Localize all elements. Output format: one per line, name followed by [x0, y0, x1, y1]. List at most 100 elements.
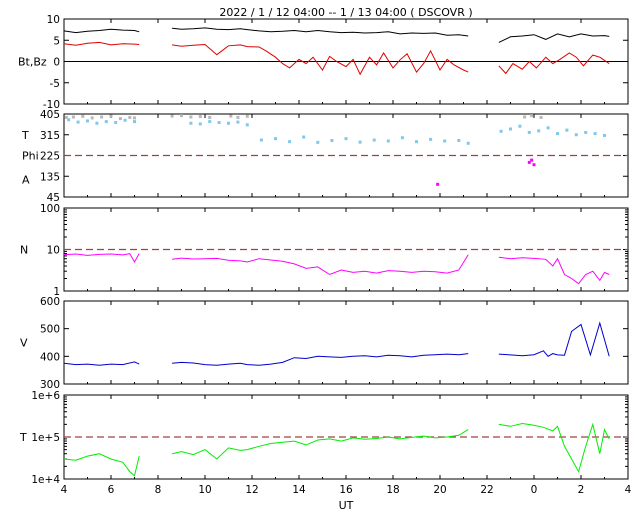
- y-axis-label: N: [20, 244, 28, 257]
- y-tick-label: 225: [40, 151, 60, 163]
- data-point-phi: [64, 115, 68, 119]
- data-point-t: [466, 141, 470, 145]
- data-point-phi: [81, 114, 85, 118]
- y-tick-label: 10: [47, 245, 60, 257]
- data-point-a: [527, 160, 531, 164]
- panel-density: 100 10 1 N: [20, 203, 629, 298]
- data-point-t: [227, 121, 230, 125]
- data-point-phi: [236, 115, 240, 119]
- x-tick-label: 18: [386, 484, 399, 496]
- x-tick-label: 4: [625, 484, 632, 496]
- data-point-t: [537, 129, 541, 133]
- data-point-t: [67, 118, 71, 122]
- y-tick-label: 315: [40, 130, 60, 142]
- series-line-n: [172, 254, 469, 276]
- data-point-phi: [128, 115, 132, 119]
- data-point-phi: [118, 117, 122, 121]
- x-tick-label: 2: [578, 484, 585, 496]
- data-point-t: [499, 129, 503, 133]
- y-tick-label: 1e+5: [31, 432, 60, 444]
- data-point-phi: [109, 114, 113, 118]
- y-axis-label: T: [19, 431, 27, 444]
- y-tick-label: 135: [40, 171, 60, 183]
- data-point-a: [436, 182, 440, 186]
- data-point-t: [372, 138, 376, 142]
- data-point-phi: [100, 115, 104, 119]
- data-point-phi: [245, 114, 249, 118]
- data-point-phi: [530, 114, 534, 118]
- data-point-t: [527, 130, 531, 134]
- y-tick-label: 600: [40, 296, 60, 308]
- data-point-t: [236, 120, 240, 124]
- data-point-t: [457, 139, 461, 143]
- y-tick-label: 300: [40, 379, 60, 391]
- data-point-phi: [208, 115, 212, 119]
- data-point-t: [189, 121, 193, 125]
- data-point-t: [330, 139, 334, 143]
- data-point-t: [114, 121, 118, 125]
- data-point-phi: [539, 115, 543, 119]
- data-point-phi: [189, 115, 193, 119]
- y-tick-label: -5: [50, 78, 60, 90]
- y-tick-label: 1e+6: [31, 390, 60, 402]
- data-point-t: [584, 130, 588, 134]
- data-point-t: [95, 121, 99, 125]
- data-point-t: [443, 139, 447, 143]
- series-line-n: [63, 253, 140, 264]
- data-point-t: [386, 139, 390, 143]
- data-point-t: [76, 120, 80, 124]
- series-line-v: [63, 361, 140, 366]
- y-tick-label: 45: [47, 192, 60, 204]
- data-point-t: [400, 136, 404, 140]
- data-point-t: [518, 124, 522, 128]
- data-point-t: [429, 137, 433, 141]
- data-point-t: [556, 132, 559, 136]
- data-point-a: [530, 158, 534, 162]
- data-point-phi: [523, 115, 527, 119]
- series-line-bt: [498, 33, 610, 43]
- series-line-bz: [63, 41, 140, 46]
- data-point-phi: [170, 114, 174, 118]
- data-point-t: [123, 118, 127, 122]
- series-line-v: [172, 353, 469, 366]
- panel-temperature: 1e+6 1e+5 1e+4 T: [19, 390, 629, 486]
- data-point-t: [509, 127, 512, 131]
- x-tick-label: 0: [531, 484, 538, 496]
- y-axis-label: T: [21, 129, 29, 142]
- series-line-bz: [172, 43, 469, 76]
- data-point-t: [302, 135, 306, 139]
- panel-magnetic-field: 10 5 0 -5 -10 Bt,Bz: [18, 14, 629, 111]
- data-point-t: [358, 140, 362, 144]
- series-line-n: [498, 256, 610, 285]
- x-tick-label: 20: [433, 484, 446, 496]
- data-point-t: [344, 137, 348, 141]
- data-point-phi: [71, 115, 75, 119]
- y-axis-label: V: [20, 337, 28, 350]
- data-point-a: [532, 163, 536, 167]
- data-point-t: [133, 120, 136, 124]
- data-point-t: [274, 137, 277, 141]
- y-tick-label: 500: [40, 324, 60, 336]
- data-point-phi: [90, 116, 94, 120]
- y-tick-label: 5: [53, 35, 60, 47]
- x-tick-label: 4: [61, 484, 68, 496]
- data-point-t: [198, 122, 202, 126]
- series-line-v: [498, 321, 610, 357]
- y-tick-label: 0: [53, 57, 60, 69]
- data-point-t: [565, 128, 569, 132]
- data-point-t: [415, 140, 418, 144]
- y-tick-label: 10: [47, 14, 60, 26]
- series-line-bt: [63, 28, 140, 34]
- data-point-t: [86, 119, 89, 123]
- x-tick-label: 14: [292, 484, 306, 496]
- y-axis-label: A: [22, 173, 30, 186]
- data-point-phi: [198, 115, 202, 119]
- y-tick-label: 405: [40, 109, 60, 121]
- data-point-phi: [229, 114, 233, 118]
- x-tick-label: 8: [155, 484, 162, 496]
- x-tick-label: 12: [245, 484, 258, 496]
- panel-field-direction: 405 315 225 135 45 T Phi A: [21, 109, 629, 204]
- y-tick-label: 100: [40, 203, 60, 215]
- series-line-t: [171, 429, 469, 460]
